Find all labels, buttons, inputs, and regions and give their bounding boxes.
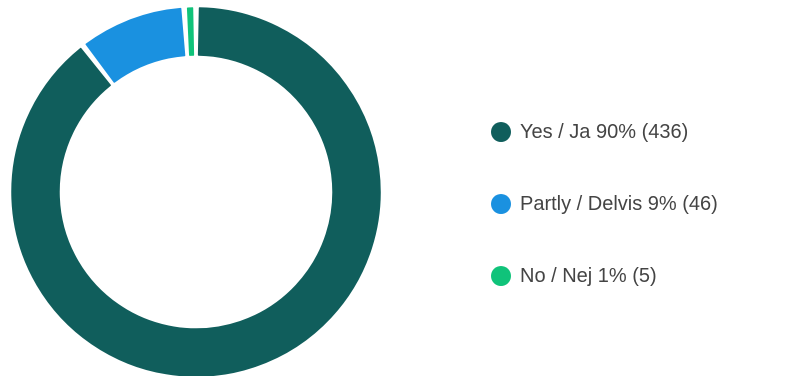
legend-label-no: No / Nej 1% (5) xyxy=(520,265,657,287)
donut-chart xyxy=(11,7,381,376)
donut-slices xyxy=(11,7,381,376)
donut-slice-yes[interactable] xyxy=(11,7,381,376)
legend-marker-yes xyxy=(491,122,511,142)
legend-item-no[interactable]: No / Nej 1% (5) xyxy=(491,256,791,296)
legend-label-partly: Partly / Delvis 9% (46) xyxy=(520,193,718,215)
chart-legend: Yes / Ja 90% (436) Partly / Delvis 9% (4… xyxy=(491,112,791,328)
donut-slice-partly[interactable] xyxy=(85,7,186,83)
legend-item-partly[interactable]: Partly / Delvis 9% (46) xyxy=(491,184,791,224)
legend-marker-no xyxy=(491,266,511,286)
legend-item-yes[interactable]: Yes / Ja 90% (436) xyxy=(491,112,791,152)
donut-slice-no[interactable] xyxy=(186,7,195,56)
legend-label-yes: Yes / Ja 90% (436) xyxy=(520,121,689,143)
legend-marker-partly xyxy=(491,194,511,214)
